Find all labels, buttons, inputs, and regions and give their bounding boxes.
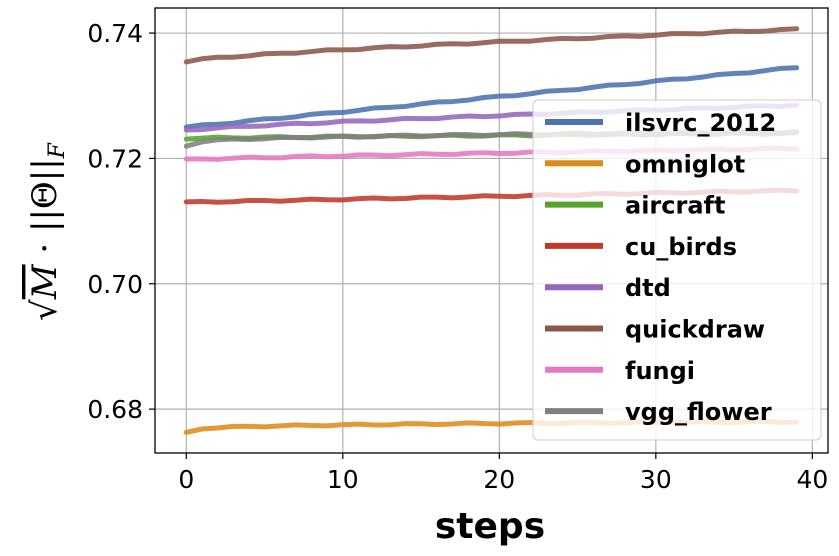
x-tick-label: 20 bbox=[483, 465, 515, 494]
series-line-ilsvrc-2012 bbox=[183, 65, 800, 130]
y-axis: 0.68 0.70 0.72 0.74 bbox=[87, 19, 155, 424]
x-tick-label: 0 bbox=[178, 465, 194, 494]
y-tick-label: 0.74 bbox=[87, 19, 143, 48]
plot-frame bbox=[154, 7, 829, 454]
legend-label: vgg_flower bbox=[625, 398, 772, 426]
y-tick-label: 0.70 bbox=[87, 270, 143, 299]
x-axis-label: steps bbox=[435, 506, 545, 547]
x-tick-label: 40 bbox=[796, 465, 828, 494]
y-tick-label: 0.72 bbox=[87, 144, 143, 173]
x-tick-label: 30 bbox=[640, 465, 672, 494]
legend-label: aircraft bbox=[625, 192, 725, 220]
y-tick-label: 0.68 bbox=[87, 395, 143, 424]
legend-label: quickdraw bbox=[625, 316, 765, 344]
series-line-quickdraw bbox=[183, 26, 800, 65]
legend-label: dtd bbox=[625, 274, 671, 302]
legend-label: fungi bbox=[625, 357, 695, 385]
legend-box bbox=[532, 99, 822, 441]
legend-label: omniglot bbox=[625, 150, 745, 178]
y-axis-label: √M · ||Θ||F bbox=[25, 142, 70, 321]
x-axis: 0 10 20 30 40 bbox=[178, 453, 828, 494]
legend-label: ilsvrc_2012 bbox=[625, 109, 776, 137]
x-tick-label: 10 bbox=[327, 465, 359, 494]
legend-label: cu_birds bbox=[625, 233, 737, 261]
